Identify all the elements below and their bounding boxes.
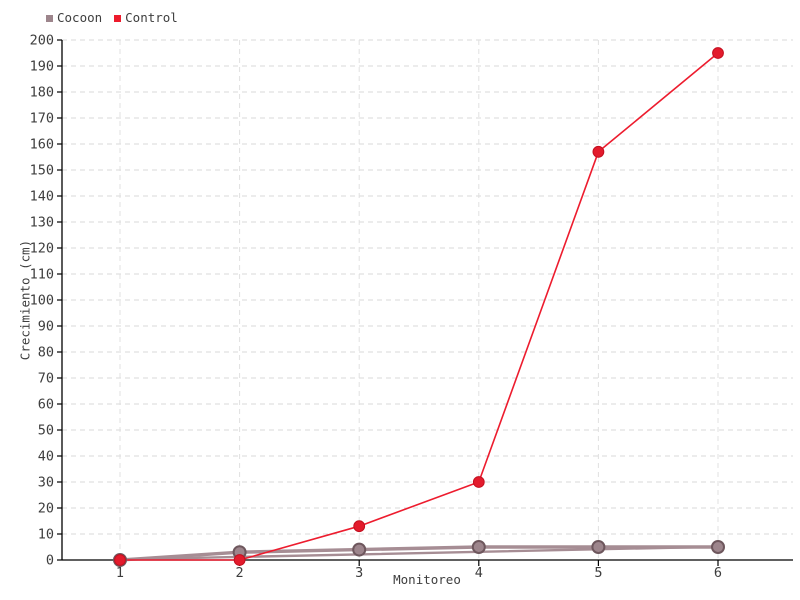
y-tick-label: 50 [38, 423, 54, 439]
x-tick-label: 1 [116, 565, 124, 581]
legend-item-control[interactable]: Control [114, 10, 178, 25]
x-tick-label: 3 [355, 565, 363, 581]
y-tick-label: 170 [30, 111, 54, 127]
y-tick-label: 60 [38, 397, 54, 413]
x-tick-label: 5 [594, 565, 602, 581]
control-swatch-icon [114, 14, 122, 22]
control-marker [114, 554, 126, 566]
y-tick-label: 190 [30, 59, 54, 75]
y-axis-title: Crecimiento (cm) [17, 239, 33, 361]
legend-label-control: Control [125, 10, 178, 25]
control-marker [472, 476, 485, 488]
cocoon-trend-line [118, 545, 720, 561]
y-tick-label: 70 [38, 371, 54, 387]
y-tick-label: 100 [30, 293, 54, 309]
cocoon-marker [471, 540, 486, 554]
x-tick-label: 4 [475, 565, 483, 581]
y-tick-label: 80 [38, 345, 54, 361]
control-marker [712, 47, 724, 59]
y-tick-label: 90 [38, 319, 54, 335]
y-tick-label: 180 [30, 85, 54, 101]
y-tick-label: 130 [30, 215, 54, 231]
y-tick-label: 110 [30, 267, 54, 283]
control-marker [353, 520, 366, 533]
y-tick-label: 200 [30, 33, 54, 49]
y-tick-label: 120 [30, 241, 54, 257]
legend-item-cocoon[interactable]: Cocoon [46, 10, 103, 25]
x-tick-label: 2 [236, 565, 244, 581]
control-marker [233, 554, 246, 566]
y-tick-label: 10 [38, 527, 54, 543]
cocoon-marker [591, 540, 606, 554]
y-tick-label: 0 [46, 553, 54, 569]
y-tick-label: 150 [30, 163, 54, 179]
control-series-line [119, 52, 719, 561]
cocoon-marker [352, 542, 367, 557]
y-tick-label: 20 [38, 501, 54, 517]
x-tick-label: 6 [714, 565, 722, 581]
legend-label-cocoon: Cocoon [57, 10, 103, 25]
chart-legend: Cocoon Control [46, 10, 178, 25]
y-tick-label: 160 [30, 137, 54, 153]
y-tick-label: 30 [38, 475, 54, 491]
cocoon-series-line [118, 545, 720, 562]
y-tick-label: 40 [38, 449, 54, 465]
cocoon-swatch-icon [46, 14, 53, 22]
y-tick-label: 140 [30, 189, 54, 205]
control-marker [592, 145, 605, 158]
cocoon-marker [711, 540, 725, 554]
x-axis-title: Monitoreo [393, 572, 461, 587]
